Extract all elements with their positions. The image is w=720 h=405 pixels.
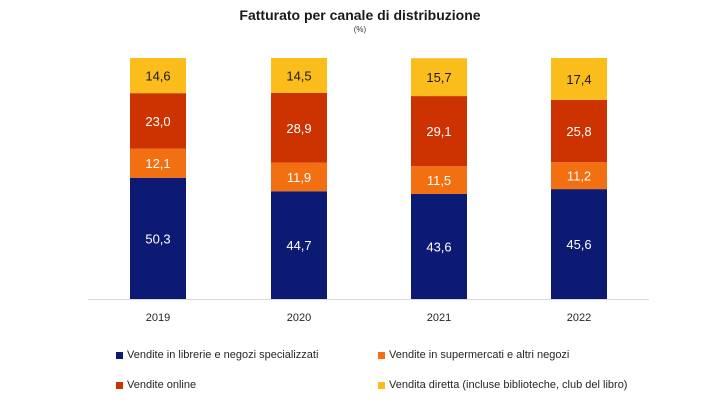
x-tick-label-2020: 2020: [287, 312, 311, 324]
data-label-online-2021: 29,1: [426, 124, 451, 139]
x-tick-label-2021: 2021: [427, 312, 451, 324]
bar-online-2022: [551, 99, 607, 163]
chart-title: Fatturato per canale di distribuzione: [239, 7, 481, 23]
data-label-supermercati-2022: 11,2: [567, 169, 591, 184]
bar-online-2020: [271, 92, 327, 163]
bar-supermercati-2021: [411, 166, 467, 194]
bar-online-2019: [130, 93, 186, 149]
bar-librerie-2019: [130, 177, 186, 299]
x-tick-label-2019: 2019: [146, 312, 170, 324]
bar-librerie-2020: [271, 191, 327, 299]
data-label-online-2019: 23,0: [145, 114, 170, 129]
data-label-diretta-2022: 17,4: [566, 72, 591, 87]
chart-subtitle: (%): [353, 25, 367, 34]
data-label-diretta-2021: 15,7: [426, 70, 451, 85]
data-label-librerie-2021: 43,6: [426, 239, 451, 254]
data-label-online-2022: 25,8: [566, 124, 591, 139]
bar-supermercati-2019: [130, 148, 186, 178]
bar-diretta-2020: [271, 58, 327, 93]
data-label-supermercati-2021: 11,5: [427, 173, 451, 188]
bar-supermercati-2020: [271, 162, 327, 192]
data-label-librerie-2020: 44,7: [286, 238, 311, 253]
bar-diretta-2019: [130, 58, 186, 94]
data-label-supermercati-2020: 11,9: [287, 170, 311, 185]
x-tick-label-2022: 2022: [567, 312, 591, 324]
bar-librerie-2022: [551, 189, 607, 299]
data-label-diretta-2020: 14,5: [286, 68, 311, 83]
bar-librerie-2021: [411, 193, 467, 299]
data-label-librerie-2019: 50,3: [145, 231, 170, 246]
bar-online-2021: [411, 96, 467, 167]
data-label-online-2020: 28,9: [286, 121, 311, 136]
data-label-librerie-2022: 45,6: [566, 237, 591, 252]
bar-diretta-2022: [551, 58, 607, 100]
bar-supermercati-2022: [551, 162, 607, 190]
data-label-supermercati-2019: 12,1: [145, 156, 170, 171]
bar-diretta-2021: [411, 58, 467, 97]
data-label-diretta-2019: 14,6: [145, 69, 170, 84]
